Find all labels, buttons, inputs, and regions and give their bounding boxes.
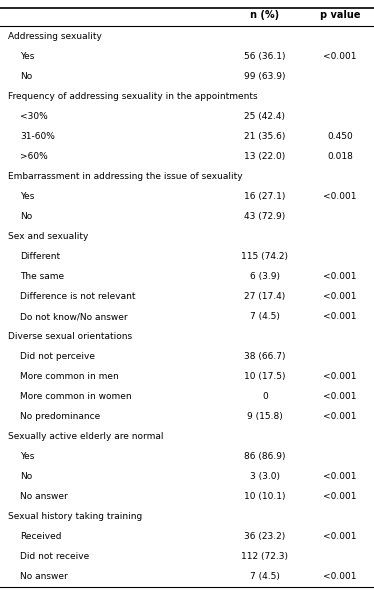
Text: No: No [20, 472, 32, 482]
Text: 115 (74.2): 115 (74.2) [242, 252, 288, 261]
Text: 21 (35.6): 21 (35.6) [244, 132, 286, 141]
Text: 112 (72.3): 112 (72.3) [242, 553, 288, 562]
Text: More common in women: More common in women [20, 392, 132, 401]
Text: <0.001: <0.001 [323, 192, 357, 201]
Text: 3 (3.0): 3 (3.0) [250, 472, 280, 482]
Text: Did not receive: Did not receive [20, 553, 89, 562]
Text: Embarrassment in addressing the issue of sexuality: Embarrassment in addressing the issue of… [8, 172, 243, 181]
Text: <0.001: <0.001 [323, 572, 357, 582]
Text: Yes: Yes [20, 452, 34, 461]
Text: Sexually active elderly are normal: Sexually active elderly are normal [8, 432, 163, 441]
Text: No answer: No answer [20, 572, 68, 582]
Text: 43 (72.9): 43 (72.9) [244, 212, 286, 221]
Text: 56 (36.1): 56 (36.1) [244, 52, 286, 60]
Text: Sex and sexuality: Sex and sexuality [8, 232, 88, 241]
Text: 86 (86.9): 86 (86.9) [244, 452, 286, 461]
Text: 7 (4.5): 7 (4.5) [250, 572, 280, 582]
Text: n (%): n (%) [251, 10, 279, 20]
Text: <0.001: <0.001 [323, 372, 357, 381]
Text: 7 (4.5): 7 (4.5) [250, 312, 280, 321]
Text: Do not know/No answer: Do not know/No answer [20, 312, 128, 321]
Text: <0.001: <0.001 [323, 292, 357, 301]
Text: The same: The same [20, 272, 64, 281]
Text: Difference is not relevant: Difference is not relevant [20, 292, 135, 301]
Text: Different: Different [20, 252, 60, 261]
Text: <0.001: <0.001 [323, 533, 357, 541]
Text: 16 (27.1): 16 (27.1) [244, 192, 286, 201]
Text: >60%: >60% [20, 152, 48, 161]
Text: More common in men: More common in men [20, 372, 119, 381]
Text: 38 (66.7): 38 (66.7) [244, 352, 286, 361]
Text: 0: 0 [262, 392, 268, 401]
Text: Received: Received [20, 533, 61, 541]
Text: 25 (42.4): 25 (42.4) [245, 111, 285, 120]
Text: <0.001: <0.001 [323, 392, 357, 401]
Text: 0.450: 0.450 [327, 132, 353, 141]
Text: <0.001: <0.001 [323, 52, 357, 60]
Text: Yes: Yes [20, 52, 34, 60]
Text: Frequency of addressing sexuality in the appointments: Frequency of addressing sexuality in the… [8, 92, 258, 101]
Text: Addressing sexuality: Addressing sexuality [8, 31, 102, 40]
Text: Did not perceive: Did not perceive [20, 352, 95, 361]
Text: 27 (17.4): 27 (17.4) [244, 292, 286, 301]
Text: Diverse sexual orientations: Diverse sexual orientations [8, 332, 132, 341]
Text: 9 (15.8): 9 (15.8) [247, 412, 283, 421]
Text: No predominance: No predominance [20, 412, 100, 421]
Text: 6 (3.9): 6 (3.9) [250, 272, 280, 281]
Text: No: No [20, 212, 32, 221]
Text: No: No [20, 72, 32, 81]
Text: p value: p value [320, 10, 360, 20]
Text: <0.001: <0.001 [323, 412, 357, 421]
Text: Yes: Yes [20, 192, 34, 201]
Text: <0.001: <0.001 [323, 492, 357, 501]
Text: <0.001: <0.001 [323, 312, 357, 321]
Text: No answer: No answer [20, 492, 68, 501]
Text: 10 (10.1): 10 (10.1) [244, 492, 286, 501]
Text: 31-60%: 31-60% [20, 132, 55, 141]
Text: 99 (63.9): 99 (63.9) [244, 72, 286, 81]
Text: 10 (17.5): 10 (17.5) [244, 372, 286, 381]
Text: 36 (23.2): 36 (23.2) [244, 533, 286, 541]
Text: <30%: <30% [20, 111, 48, 120]
Text: 13 (22.0): 13 (22.0) [244, 152, 286, 161]
Text: <0.001: <0.001 [323, 472, 357, 482]
Text: <0.001: <0.001 [323, 272, 357, 281]
Text: Sexual history taking training: Sexual history taking training [8, 512, 142, 521]
Text: 0.018: 0.018 [327, 152, 353, 161]
